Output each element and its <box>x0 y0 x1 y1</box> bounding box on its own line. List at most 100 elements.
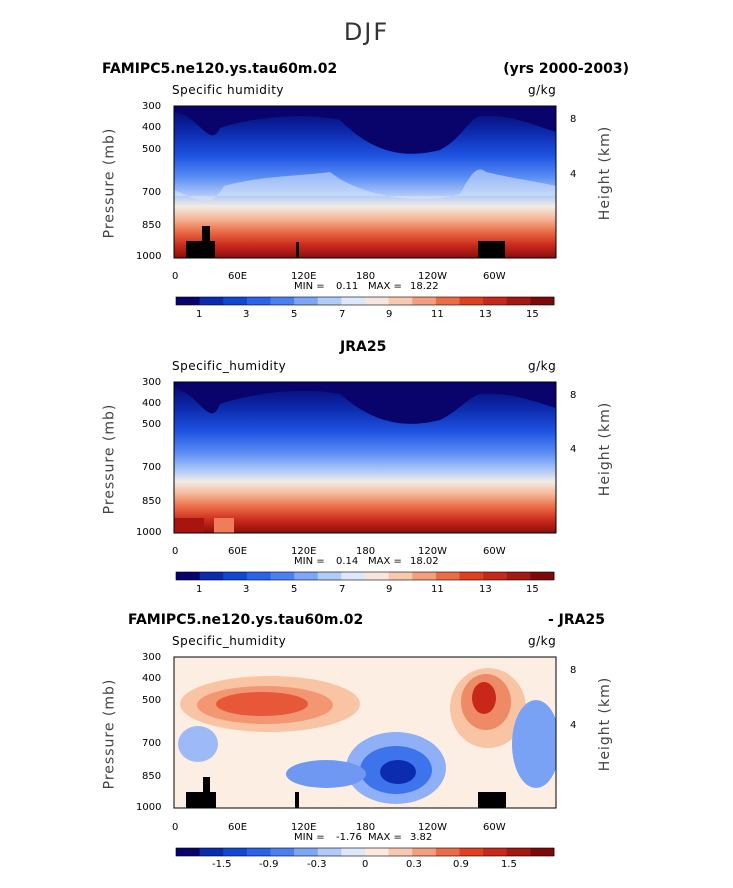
panel1-ytick-300: 300 <box>142 101 162 112</box>
panel2-colorbar-swatch <box>294 572 319 580</box>
panel2-cb-label-3: 3 <box>243 584 250 595</box>
panel2-ytick-300: 300 <box>142 377 162 388</box>
panel2-min-text: MIN = <box>294 556 325 567</box>
panel1-cb-label-11: 11 <box>431 309 444 320</box>
panel2-ytick-500: 500 <box>142 419 162 430</box>
panel3-colorbar-swatch <box>530 848 555 856</box>
panel1-field <box>174 106 556 258</box>
panel1-colorbar-swatch <box>506 297 531 305</box>
panel2-xtick-180: 180 <box>356 546 376 557</box>
panel3-colorbar-frame <box>175 847 555 857</box>
panel1-min-value: 0.11 <box>336 281 359 292</box>
panel2-colorbar-swatch <box>459 572 484 580</box>
panel2-xtick-0: 0 <box>172 546 179 557</box>
panel1-y2tick-4: 4 <box>570 169 577 180</box>
panel1-colorbar-swatch <box>199 297 224 305</box>
panel1-cb-label-3: 3 <box>243 309 250 320</box>
panel1-colorbar-swatch <box>246 297 271 305</box>
panel2-cb-label-9: 9 <box>386 584 393 595</box>
panel1-colorbar-swatch <box>435 297 460 305</box>
panel2-colorbar-swatch <box>506 572 531 580</box>
panel3-max-text: MAX = <box>368 832 402 843</box>
panel1-colorbar-swatch <box>223 297 248 305</box>
panel1-max-value: 18.22 <box>410 281 439 292</box>
panel1-colorbar-frame <box>175 296 555 306</box>
panel2-colorbar-swatch <box>483 572 508 580</box>
panel1-xtick-60w: 60W <box>483 271 506 282</box>
panel3-xtick-180: 180 <box>356 822 376 833</box>
panel2-colorbar-swatch <box>199 572 224 580</box>
panel3-colorbar-swatch <box>459 848 484 856</box>
panel3-max-value: 3.82 <box>410 832 433 843</box>
panel3-title-left: FAMIPC5.ne120.ys.tau60m.02 <box>128 612 364 628</box>
panel1-ytick-400: 400 <box>142 122 162 133</box>
panel1-colorbar-swatch <box>270 297 295 305</box>
panel2-colorbar-swatch <box>270 572 295 580</box>
panel3-xtick-120e: 120E <box>291 822 317 833</box>
panel3-colorbar-swatch <box>294 848 319 856</box>
panel2-units-label: g/kg <box>528 359 557 373</box>
panel1-cb-label-1: 1 <box>196 309 203 320</box>
panel2-variable-label: Specific_humidity <box>172 359 287 373</box>
panel1-cb-label-7: 7 <box>339 309 346 320</box>
panel1-units-label: g/kg <box>528 83 557 97</box>
panel3-y2tick-4: 4 <box>570 720 577 731</box>
panel1-max-text: MAX = <box>368 281 402 292</box>
panel2-xtick-120w: 120W <box>418 546 447 557</box>
panel1-title-right: (yrs 2000-2003) <box>503 61 629 77</box>
panel2-colorbar-swatch <box>317 572 342 580</box>
panel1-cb-label-13: 13 <box>479 309 492 320</box>
panel2-title: JRA25 <box>340 339 387 355</box>
panel3-cb-label-0.3: 0.3 <box>406 859 422 870</box>
panel2-cb-label-5: 5 <box>291 584 298 595</box>
panel3-colorbar-swatch <box>176 848 201 856</box>
panel3-min-value: -1.76 <box>336 832 362 843</box>
panel2-colorbar-swatch <box>412 572 437 580</box>
panel3-title-right: - JRA25 <box>548 612 605 628</box>
panel3-xtick-60w: 60W <box>483 822 506 833</box>
panel1-colorbar-swatch <box>483 297 508 305</box>
panel2-y2tick-8: 8 <box>570 390 577 401</box>
panel1-ytick-850: 850 <box>142 220 162 231</box>
panel2-colorbar-swatch <box>246 572 271 580</box>
panel3-ytick-850: 850 <box>142 771 162 782</box>
panel2-ytick-850: 850 <box>142 496 162 507</box>
panel1-frame <box>173 105 557 259</box>
panel1-cb-label-5: 5 <box>291 309 298 320</box>
panel1-cb-label-9: 9 <box>386 309 393 320</box>
panel3-colorbar-swatch <box>388 848 413 856</box>
panel3-y2tick-8: 8 <box>570 665 577 676</box>
panel1-colorbar-swatch <box>459 297 484 305</box>
panel3-min-text: MIN = <box>294 832 325 843</box>
panel1-colorbar-swatch <box>176 297 201 305</box>
panel3-ytick-500: 500 <box>142 695 162 706</box>
panel1-colorbar-swatch <box>388 297 413 305</box>
panel1-ytick-500: 500 <box>142 144 162 155</box>
panel3-frame <box>173 656 557 809</box>
panel1-min-text: MIN = <box>294 281 325 292</box>
panel2-colorbar-swatch <box>341 572 366 580</box>
panel3-colorbar-swatch <box>483 848 508 856</box>
panel3-cb-label-n0.3: -0.3 <box>307 859 327 870</box>
panel2-min-value: 0.14 <box>336 556 359 567</box>
panel2-cb-label-1: 1 <box>196 584 203 595</box>
panel2-colorbar-frame <box>175 571 555 581</box>
panel1-xtick-120e: 120E <box>291 271 317 282</box>
panel1-y2tick-8: 8 <box>570 114 577 125</box>
panel3-colorbar-swatch <box>246 848 271 856</box>
panel1-xtick-60e: 60E <box>228 271 248 282</box>
panel2-frame <box>173 381 557 534</box>
panel3-ytick-1000: 1000 <box>136 802 162 813</box>
panel3-colorbar-swatch <box>341 848 366 856</box>
panel3-cb-label-n0.9: -0.9 <box>259 859 279 870</box>
panel3-xtick-120w: 120W <box>418 822 447 833</box>
panel1-colorbar-swatch <box>317 297 342 305</box>
panel2-colorbar-swatch <box>388 572 413 580</box>
panel1-colorbar-swatch <box>412 297 437 305</box>
panel1-xtick-0: 0 <box>172 271 179 282</box>
panel2-max-value: 18.02 <box>410 556 439 567</box>
panel3-colorbar-swatch <box>412 848 437 856</box>
panel2-colorbar-swatch <box>176 572 201 580</box>
panel1-ytick-700: 700 <box>142 187 162 198</box>
